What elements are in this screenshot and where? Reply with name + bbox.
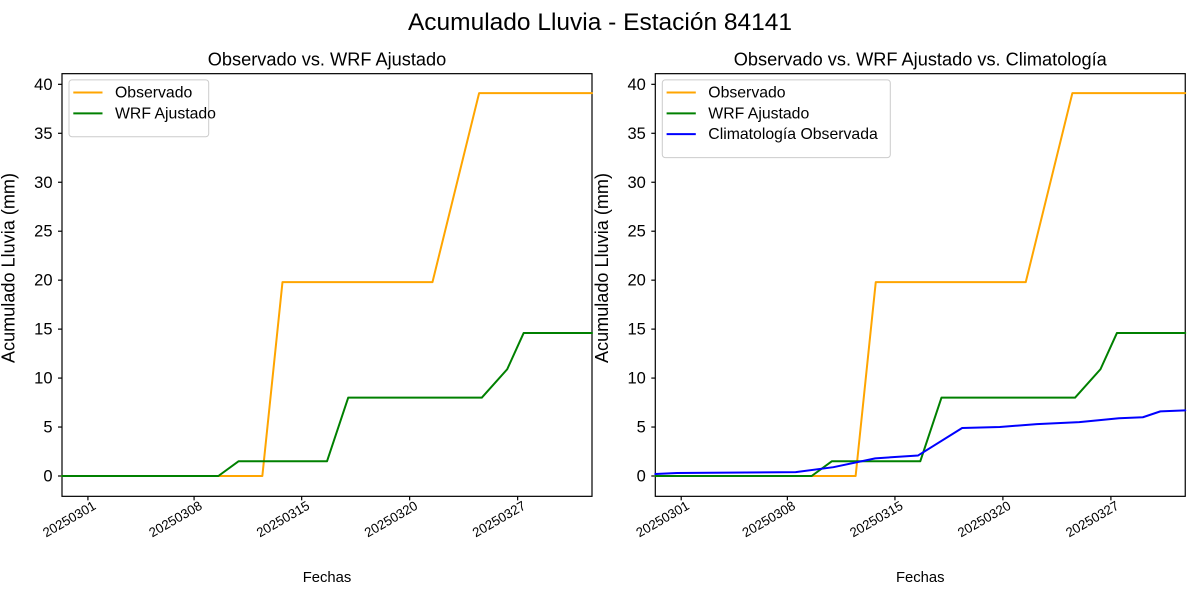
svg-text:WRF Ajustado: WRF Ajustado xyxy=(708,105,809,122)
svg-text:Observado: Observado xyxy=(708,85,785,102)
svg-text:20: 20 xyxy=(34,272,52,290)
svg-text:10: 10 xyxy=(34,370,52,388)
svg-text:40: 40 xyxy=(34,76,52,94)
svg-text:Fechas: Fechas xyxy=(303,570,352,586)
svg-text:25: 25 xyxy=(627,223,645,241)
svg-text:Observado vs. WRF Ajustado vs.: Observado vs. WRF Ajustado vs. Climatolo… xyxy=(734,50,1108,70)
svg-text:30: 30 xyxy=(34,174,52,192)
svg-text:25: 25 xyxy=(34,223,52,241)
svg-text:Acumulado Lluvia (mm): Acumulado Lluvia (mm) xyxy=(0,173,19,363)
svg-text:Fechas: Fechas xyxy=(896,570,945,586)
svg-text:Observado: Observado xyxy=(115,85,192,102)
svg-text:15: 15 xyxy=(627,321,645,339)
svg-text:15: 15 xyxy=(34,321,52,339)
svg-text:20: 20 xyxy=(627,272,645,290)
svg-text:5: 5 xyxy=(43,419,52,437)
svg-text:0: 0 xyxy=(43,468,52,486)
svg-text:40: 40 xyxy=(627,76,645,94)
svg-text:30: 30 xyxy=(627,174,645,192)
svg-text:Climatología Observada: Climatología Observada xyxy=(708,126,878,143)
svg-text:35: 35 xyxy=(34,125,52,143)
svg-text:WRF Ajustado: WRF Ajustado xyxy=(115,105,216,122)
svg-text:Acumulado Lluvia (mm): Acumulado Lluvia (mm) xyxy=(592,173,612,363)
svg-text:5: 5 xyxy=(637,419,646,437)
svg-text:Observado vs. WRF Ajustado: Observado vs. WRF Ajustado xyxy=(208,50,447,70)
svg-text:Acumulado Lluvia - Estación 84: Acumulado Lluvia - Estación 84141 xyxy=(408,9,792,36)
svg-text:10: 10 xyxy=(627,370,645,388)
svg-text:0: 0 xyxy=(637,468,646,486)
svg-text:35: 35 xyxy=(627,125,645,143)
